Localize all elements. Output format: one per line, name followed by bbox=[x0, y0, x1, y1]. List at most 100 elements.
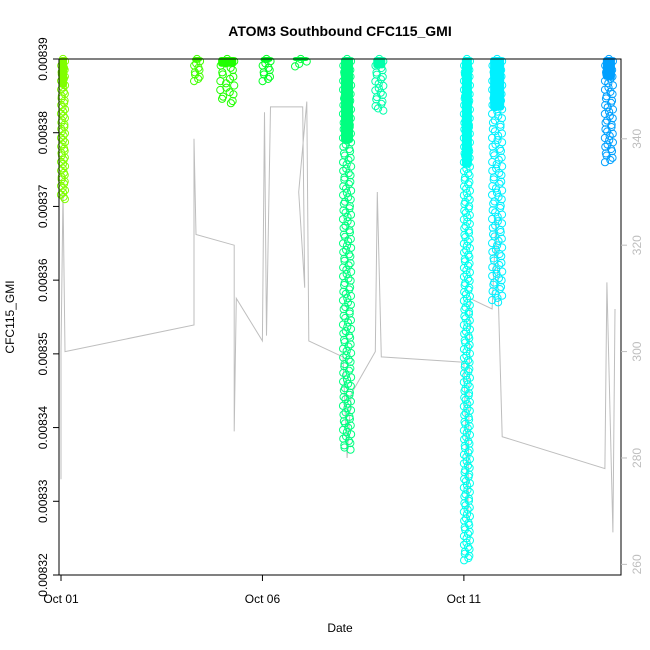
data-point bbox=[465, 446, 474, 455]
data-point bbox=[462, 433, 471, 442]
data-point bbox=[491, 221, 500, 230]
data-point bbox=[218, 94, 227, 103]
y-axis-right-altitude: 260 280 300 320 340 bbox=[621, 128, 644, 574]
data-point bbox=[342, 160, 351, 169]
data-point bbox=[195, 72, 204, 81]
data-point bbox=[490, 116, 499, 125]
data-point bbox=[465, 488, 474, 497]
data-point bbox=[460, 305, 469, 314]
data-point bbox=[460, 492, 469, 501]
data-point bbox=[347, 373, 356, 382]
data-point bbox=[342, 375, 352, 384]
data-point bbox=[488, 296, 497, 305]
data-point bbox=[493, 293, 502, 302]
data-point bbox=[462, 246, 471, 255]
y-tick-label: 0.00833 bbox=[36, 479, 50, 523]
data-point bbox=[346, 171, 355, 180]
data-point bbox=[488, 125, 497, 134]
data-point bbox=[342, 265, 351, 274]
data-point bbox=[374, 79, 383, 88]
data-point bbox=[465, 195, 474, 204]
chart-title: ATOM3 Southbound CFC115_GMI bbox=[228, 23, 452, 39]
data-point bbox=[603, 116, 612, 125]
data-point bbox=[339, 287, 348, 296]
data-point bbox=[465, 340, 474, 349]
y-tick-label: 0.00838 bbox=[36, 111, 50, 155]
data-point bbox=[459, 353, 469, 363]
data-point bbox=[494, 274, 503, 283]
data-point bbox=[488, 118, 498, 127]
data-point bbox=[463, 485, 472, 494]
data-point bbox=[346, 276, 355, 285]
data-point bbox=[342, 346, 351, 355]
data-point bbox=[465, 235, 474, 244]
data-points-layer bbox=[56, 54, 618, 565]
data-point bbox=[343, 212, 352, 222]
data-point bbox=[371, 102, 380, 111]
data-point bbox=[488, 239, 497, 248]
data-point bbox=[222, 79, 231, 88]
data-point bbox=[460, 556, 469, 565]
data-point bbox=[462, 538, 471, 547]
y-tick-label: 0.00837 bbox=[36, 184, 50, 228]
data-point bbox=[228, 96, 237, 106]
data-point bbox=[460, 287, 469, 297]
data-point bbox=[460, 435, 469, 444]
data-point bbox=[60, 195, 70, 204]
data-point bbox=[461, 514, 471, 523]
data-point bbox=[493, 217, 502, 226]
data-point bbox=[464, 554, 473, 563]
data-point bbox=[494, 298, 503, 307]
data-point bbox=[497, 210, 507, 219]
data-point bbox=[344, 355, 353, 364]
data-point bbox=[492, 269, 501, 278]
x-tick-label: Oct 06 bbox=[245, 592, 281, 606]
data-point bbox=[460, 206, 469, 215]
data-point-cluster bbox=[59, 57, 68, 88]
data-point bbox=[465, 463, 474, 472]
data-point bbox=[494, 131, 503, 140]
data-point bbox=[342, 184, 351, 193]
data-point bbox=[495, 249, 504, 259]
data-point bbox=[492, 188, 502, 197]
y2-tick-label: 280 bbox=[630, 448, 644, 468]
data-point bbox=[346, 381, 355, 391]
data-point bbox=[463, 298, 472, 308]
data-point bbox=[339, 142, 348, 151]
data-point bbox=[464, 307, 473, 316]
data-point bbox=[344, 436, 353, 445]
x-tick-label: Oct 01 bbox=[43, 592, 79, 606]
data-point bbox=[601, 118, 610, 127]
data-point bbox=[339, 239, 348, 248]
data-point bbox=[488, 206, 497, 215]
data-point bbox=[460, 516, 469, 525]
series-6 bbox=[338, 54, 356, 454]
data-point bbox=[465, 521, 474, 530]
data-point bbox=[346, 195, 355, 204]
data-point bbox=[229, 90, 238, 99]
data-point bbox=[463, 274, 473, 283]
data-point bbox=[496, 282, 506, 291]
data-point bbox=[496, 146, 505, 156]
data-point-cluster bbox=[218, 57, 237, 67]
data-point bbox=[459, 272, 469, 281]
data-point bbox=[489, 280, 498, 289]
data-point bbox=[339, 417, 348, 426]
data-point-cluster bbox=[602, 57, 615, 80]
data-point bbox=[461, 408, 470, 418]
data-point bbox=[465, 527, 474, 536]
y-tick-label: 0.00836 bbox=[36, 258, 50, 302]
altitude-line-layer bbox=[60, 101, 616, 533]
data-point bbox=[497, 171, 506, 180]
data-point bbox=[463, 461, 472, 470]
data-point bbox=[489, 230, 498, 239]
data-point bbox=[460, 393, 469, 402]
data-point bbox=[346, 153, 355, 162]
data-point bbox=[488, 133, 497, 142]
x-axis: Oct 01 Oct 06 Oct 11 bbox=[43, 574, 481, 606]
data-point bbox=[465, 358, 474, 367]
data-point bbox=[374, 104, 383, 113]
data-point bbox=[339, 410, 348, 419]
series-3 bbox=[216, 54, 239, 108]
data-point-cluster bbox=[341, 57, 354, 143]
